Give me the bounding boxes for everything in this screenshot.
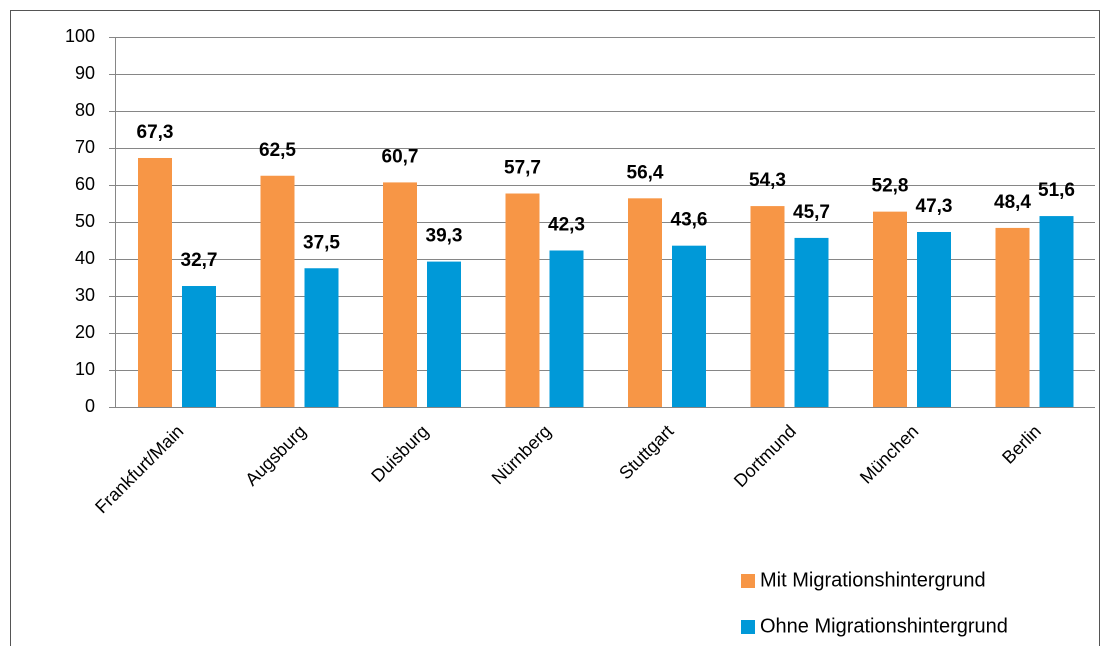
x-tick-label: Dortmund xyxy=(730,421,800,491)
bar xyxy=(427,261,461,407)
x-tick-label: München xyxy=(856,421,923,488)
bar xyxy=(672,245,706,407)
value-label: 43,6 xyxy=(671,210,708,231)
y-tick-label: 30 xyxy=(75,285,95,305)
y-tick-label: 20 xyxy=(75,322,95,342)
value-label: 48,4 xyxy=(994,192,1031,213)
bar xyxy=(182,286,216,407)
x-tick-label: Nürnberg xyxy=(488,421,555,488)
bar xyxy=(1039,216,1074,407)
bar xyxy=(794,237,829,407)
bar xyxy=(383,182,417,407)
value-label: 39,3 xyxy=(426,226,463,247)
value-label: 57,7 xyxy=(504,158,541,179)
value-label: 51,6 xyxy=(1038,180,1075,201)
x-tick-label: Duisburg xyxy=(367,421,432,486)
value-label: 56,4 xyxy=(627,162,664,183)
legend-label: Ohne Migrationshintergrund xyxy=(760,615,1008,637)
value-label: 67,3 xyxy=(137,122,174,143)
value-label: 32,7 xyxy=(181,250,218,271)
value-label: 42,3 xyxy=(548,215,585,236)
y-tick-label: 10 xyxy=(75,359,95,379)
bar xyxy=(628,198,662,407)
x-tick-label: Stuttgart xyxy=(615,421,677,483)
y-tick-label: 50 xyxy=(75,211,95,231)
x-tick-label: Frankfurt/Main xyxy=(91,421,187,517)
y-tick-label: 40 xyxy=(75,248,95,268)
legend-swatch xyxy=(741,574,755,588)
chart-border xyxy=(10,10,1100,646)
y-tick-label: 0 xyxy=(85,396,95,416)
legend-label: Mit Migrationshintergrund xyxy=(760,569,986,591)
y-tick-label: 90 xyxy=(75,63,95,83)
x-tick-label: Berlin xyxy=(998,421,1045,468)
value-label: 52,8 xyxy=(872,176,909,197)
value-label: 62,5 xyxy=(259,140,296,161)
bar xyxy=(750,206,785,407)
value-label: 54,3 xyxy=(749,170,786,191)
bar xyxy=(917,231,951,407)
value-label: 47,3 xyxy=(916,196,953,217)
y-tick-label: 80 xyxy=(75,100,95,120)
bar xyxy=(138,157,172,407)
x-tick-label: Augsburg xyxy=(241,421,310,490)
bar xyxy=(995,227,1030,407)
y-tick-label: 100 xyxy=(65,26,95,46)
bar xyxy=(549,250,584,407)
bar xyxy=(873,211,907,407)
bar xyxy=(260,175,295,407)
legend-swatch xyxy=(741,620,755,634)
y-tick-label: 60 xyxy=(75,174,95,194)
value-label: 60,7 xyxy=(382,146,419,167)
value-label: 37,5 xyxy=(303,232,340,253)
y-tick-label: 70 xyxy=(75,137,95,157)
bar xyxy=(505,193,540,407)
bar xyxy=(304,268,339,407)
value-label: 45,7 xyxy=(793,202,830,223)
